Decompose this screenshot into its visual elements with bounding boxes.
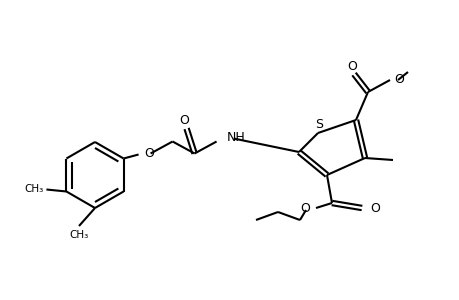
Text: O: O [179, 114, 189, 127]
Text: O: O [299, 202, 309, 214]
Text: O: O [144, 147, 154, 160]
Text: O: O [369, 202, 379, 214]
Text: S: S [314, 118, 322, 131]
Text: CH₃: CH₃ [69, 230, 89, 240]
Text: CH₃: CH₃ [25, 184, 44, 194]
Text: O: O [393, 73, 403, 85]
Text: O: O [346, 59, 356, 73]
Text: NH: NH [226, 131, 245, 144]
